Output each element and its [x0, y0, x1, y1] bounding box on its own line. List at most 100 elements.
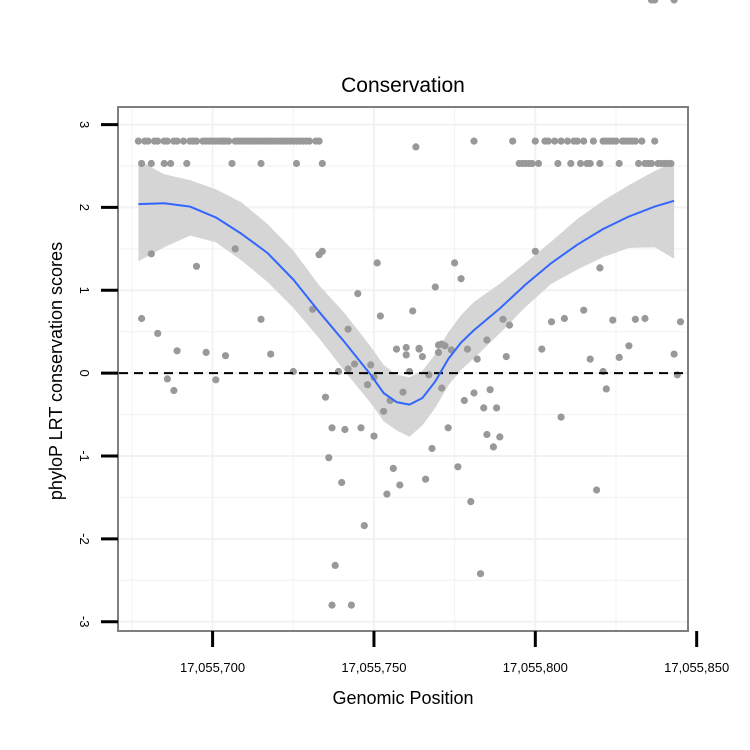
- data-point: [354, 290, 362, 298]
- data-point: [457, 275, 465, 283]
- data-point: [615, 159, 623, 168]
- data-point: [367, 361, 375, 369]
- data-point: [651, 0, 659, 4]
- data-point: [596, 264, 604, 272]
- data-point: [580, 137, 588, 145]
- data-point: [383, 490, 391, 498]
- data-point: [170, 386, 178, 395]
- data-point: [409, 307, 417, 315]
- data-point: [415, 344, 423, 352]
- y-tick-label: 0: [77, 369, 92, 376]
- data-point: [647, 159, 656, 168]
- y-tick-label: -2: [77, 533, 92, 545]
- data-point: [651, 137, 659, 145]
- y-tick-label: -3: [77, 616, 92, 628]
- data-point: [586, 355, 594, 363]
- data-point: [538, 345, 546, 353]
- data-point: [338, 478, 346, 487]
- confidence-band: [138, 160, 675, 437]
- x-axis-label: Genomic Position: [332, 688, 473, 708]
- smooth-line: [138, 199, 675, 406]
- data-point: [615, 353, 623, 361]
- data-point: [167, 159, 175, 168]
- data-point: [531, 247, 539, 255]
- data-point: [147, 159, 155, 168]
- data-point: [305, 137, 313, 145]
- data-point: [163, 137, 171, 145]
- data-point: [357, 424, 365, 432]
- data-point: [444, 424, 452, 432]
- data-point: [431, 283, 439, 291]
- data-point: [257, 315, 265, 323]
- y-axis-label: phyloP LRT conservation scores: [46, 242, 66, 500]
- data-point: [147, 250, 155, 258]
- data-point: [154, 329, 162, 337]
- chart-title: Conservation: [341, 74, 465, 97]
- data-point: [341, 425, 349, 434]
- data-point: [183, 159, 191, 168]
- data-point: [596, 159, 604, 168]
- data-point: [567, 159, 575, 168]
- data-point: [493, 404, 501, 412]
- data-point: [389, 464, 397, 472]
- data-point: [670, 0, 678, 4]
- data-point: [496, 433, 504, 441]
- data-point: [505, 321, 514, 329]
- data-point: [344, 325, 352, 333]
- data-point: [347, 601, 355, 609]
- data-point: [463, 345, 472, 353]
- data-point: [438, 340, 446, 348]
- data-point: [473, 355, 481, 363]
- data-point: [676, 318, 685, 326]
- data-point: [160, 159, 168, 168]
- x-tick-label: 17,055,700: [180, 660, 245, 675]
- data-point: [544, 137, 552, 145]
- data-point: [534, 159, 543, 168]
- data-point: [499, 315, 507, 323]
- data-point: [502, 353, 510, 361]
- data-point: [586, 159, 594, 168]
- data-point: [454, 463, 462, 471]
- data-point: [438, 384, 446, 392]
- data-point: [267, 350, 275, 358]
- data-point: [173, 347, 181, 355]
- data-point: [483, 336, 491, 344]
- x-tick-label: 17,055,850: [664, 660, 729, 675]
- y-tick-label: 1: [77, 287, 92, 294]
- data-point: [225, 137, 233, 145]
- data-point: [154, 137, 162, 145]
- data-point: [434, 348, 443, 356]
- data-point: [292, 159, 301, 168]
- data-point: [609, 316, 617, 324]
- data-point: [509, 137, 517, 145]
- data-point: [412, 143, 420, 151]
- data-point: [631, 315, 640, 323]
- y-axis: -3 -2 -1 0 1 2 3: [77, 121, 118, 627]
- data-point: [399, 388, 407, 396]
- data-point: [631, 137, 640, 145]
- data-point: [179, 137, 188, 145]
- data-point: [422, 475, 430, 483]
- data-point: [557, 413, 565, 421]
- data-point: [489, 443, 497, 451]
- data-point: [428, 444, 436, 453]
- panel-border: [117, 106, 689, 632]
- data-point: [318, 159, 326, 168]
- data-point: [470, 389, 478, 397]
- data-point: [476, 570, 485, 578]
- data-point: [328, 601, 336, 609]
- data-point: [467, 498, 475, 506]
- data-point: [138, 314, 146, 323]
- data-point: [321, 393, 330, 401]
- data-point: [173, 137, 181, 145]
- data-point: [560, 314, 569, 323]
- data-point: [576, 159, 585, 168]
- data-point: [602, 385, 610, 393]
- data-point: [134, 137, 142, 145]
- data-point: [396, 481, 404, 489]
- data-point: [380, 407, 388, 415]
- data-point: [228, 159, 236, 168]
- data-point: [212, 376, 220, 384]
